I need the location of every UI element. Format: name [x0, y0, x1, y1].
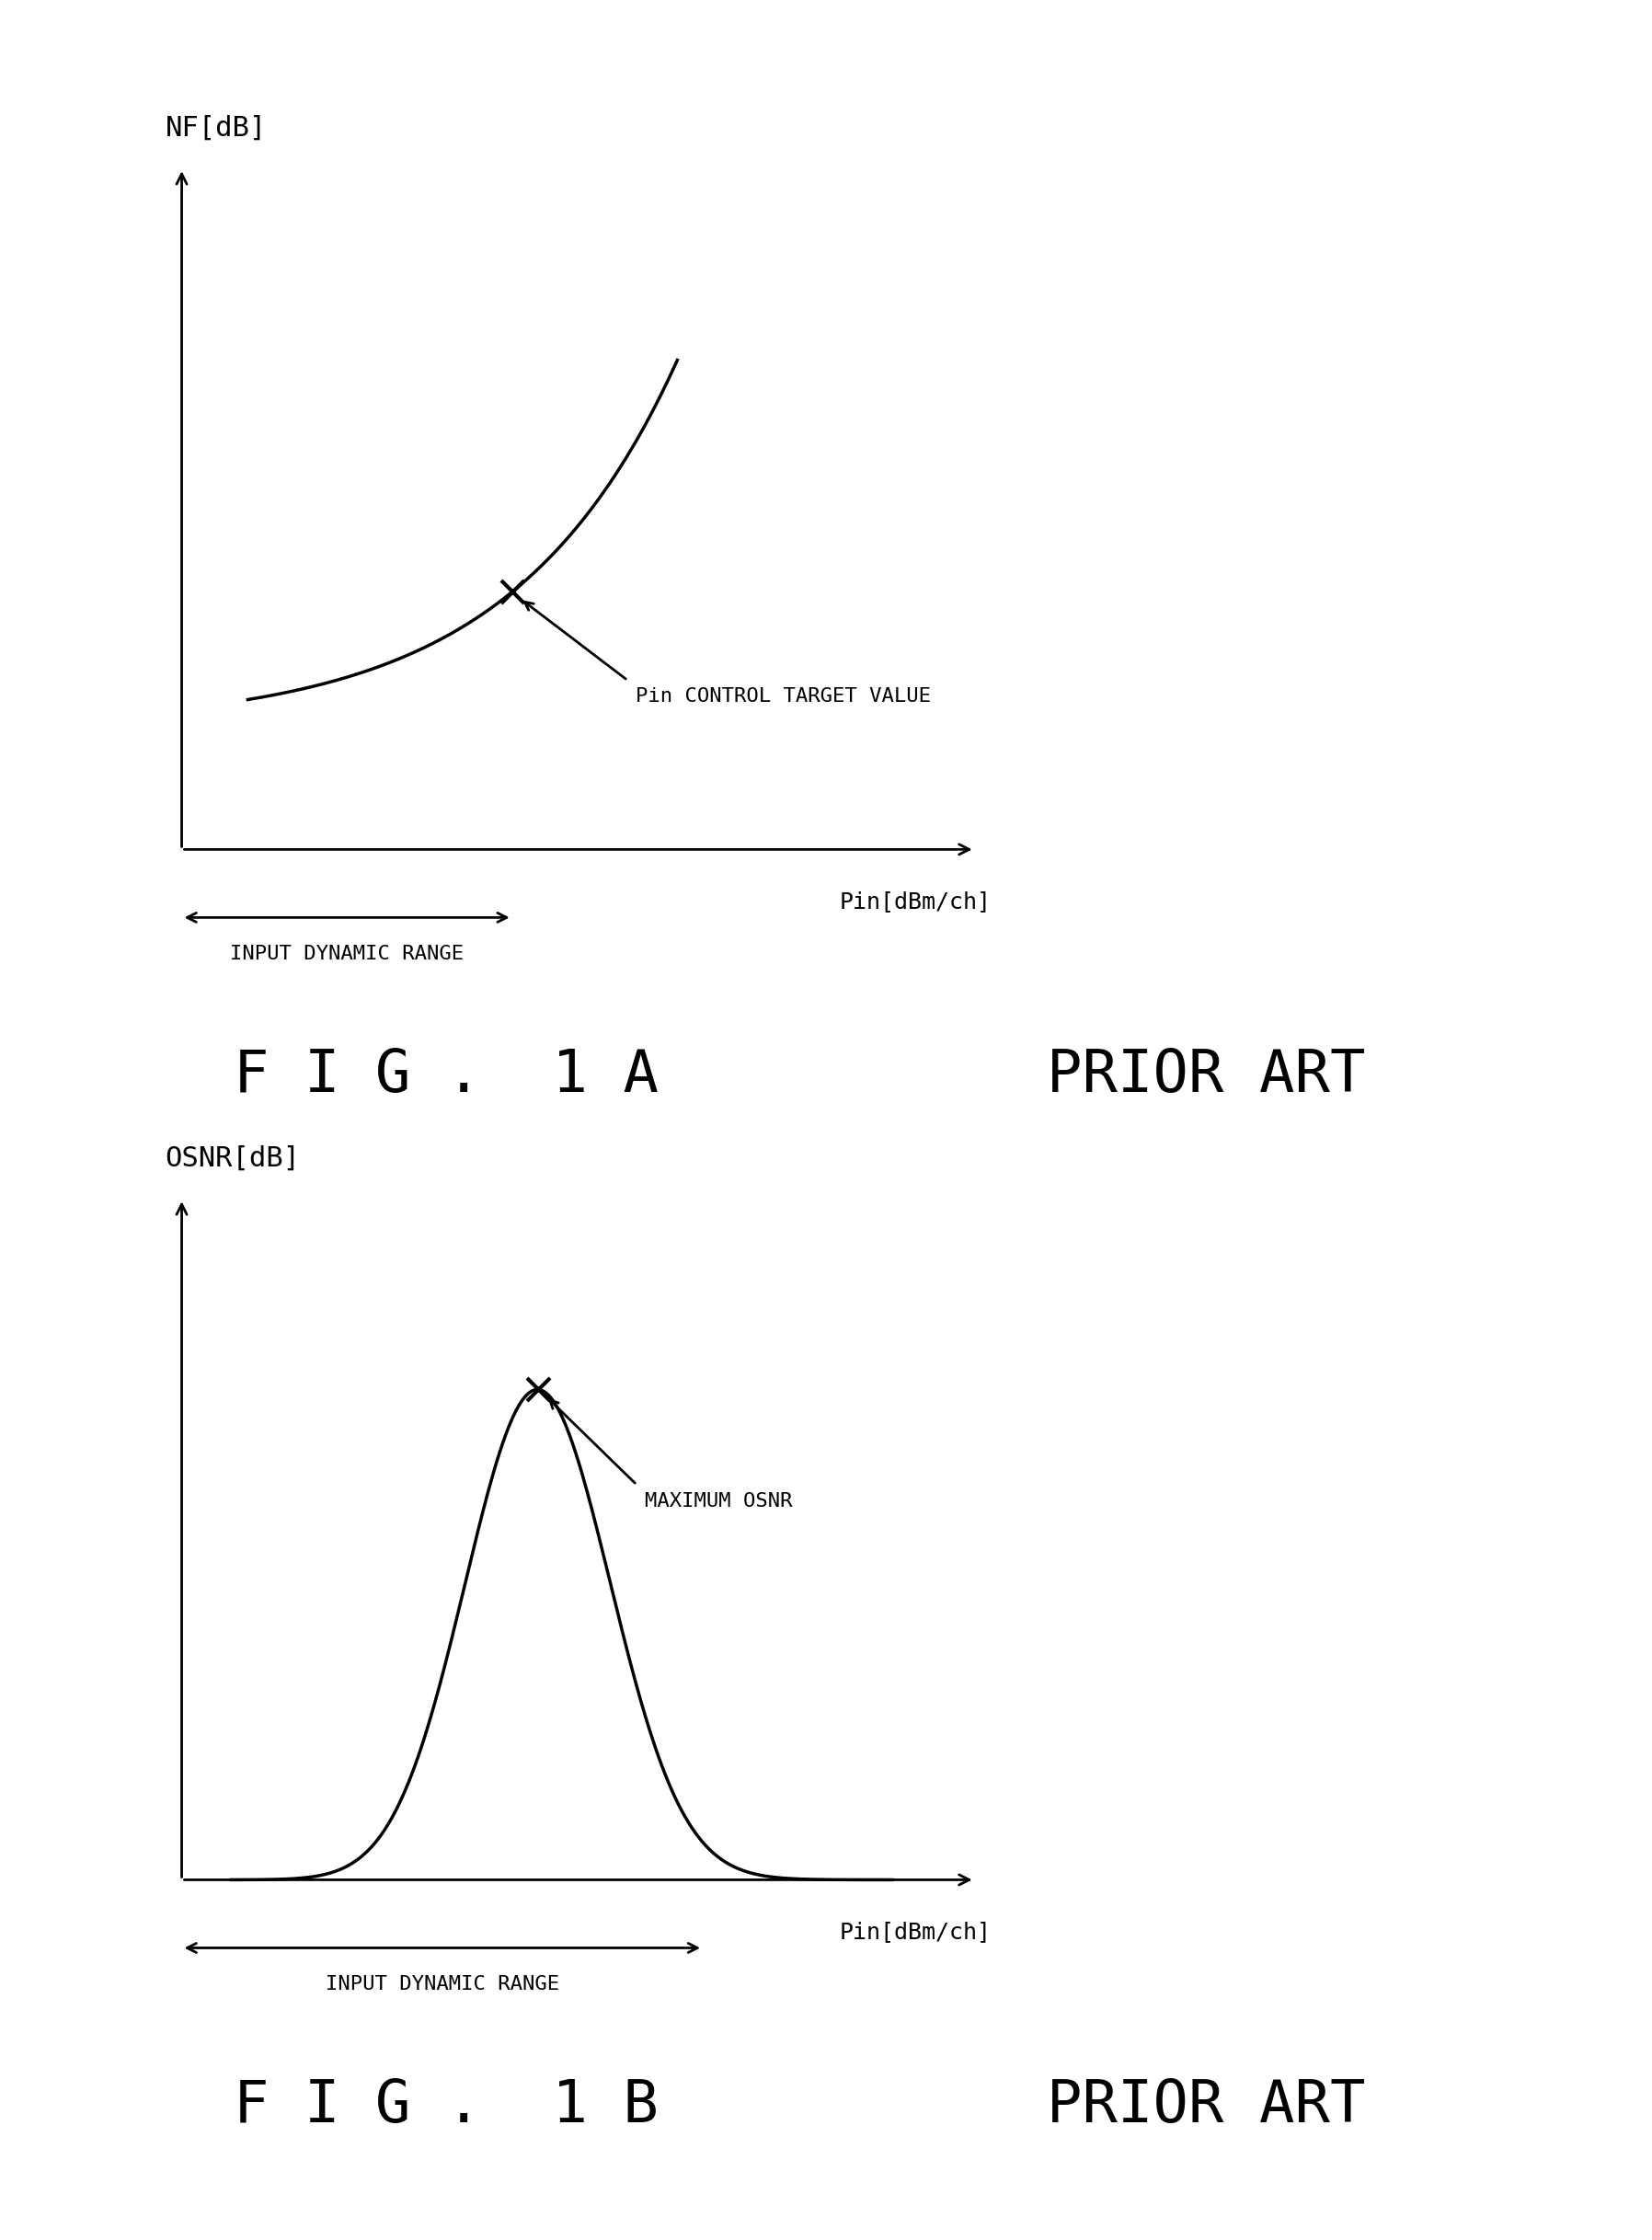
Text: PRIOR ART: PRIOR ART	[1047, 2076, 1365, 2135]
Text: INPUT DYNAMIC RANGE: INPUT DYNAMIC RANGE	[230, 945, 464, 963]
Text: Pin[dBm/ch]: Pin[dBm/ch]	[839, 889, 991, 912]
Text: F I G .  1 B: F I G . 1 B	[233, 2076, 659, 2135]
Text: MAXIMUM OSNR: MAXIMUM OSNR	[644, 1492, 793, 1510]
Text: PRIOR ART: PRIOR ART	[1047, 1046, 1365, 1104]
Text: OSNR[dB]: OSNR[dB]	[165, 1145, 301, 1172]
Text: Pin CONTROL TARGET VALUE: Pin CONTROL TARGET VALUE	[636, 688, 932, 706]
Text: NF[dB]: NF[dB]	[165, 114, 266, 141]
Text: F I G .  1 A: F I G . 1 A	[233, 1046, 659, 1104]
Text: INPUT DYNAMIC RANGE: INPUT DYNAMIC RANGE	[325, 1976, 558, 1994]
Text: Pin[dBm/ch]: Pin[dBm/ch]	[839, 1920, 991, 1942]
